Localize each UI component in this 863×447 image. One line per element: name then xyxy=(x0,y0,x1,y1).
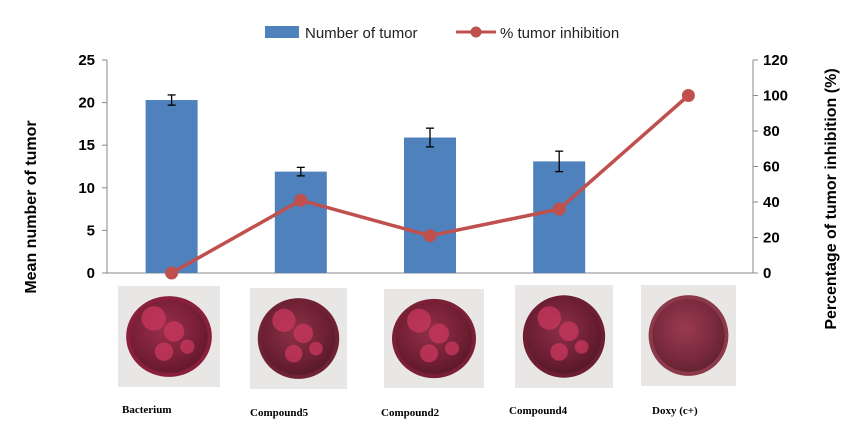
tumor-cluster xyxy=(550,343,568,361)
error-bars xyxy=(167,94,564,177)
y-axis-title: Mean number of tumor xyxy=(23,120,40,293)
left-tick-label: 20 xyxy=(78,95,95,112)
legend-label-tumor-inhibition: % tumor inhibition xyxy=(500,25,619,42)
tumor-cluster xyxy=(163,321,185,342)
left-tick-label: 15 xyxy=(78,137,95,154)
tumor-cluster xyxy=(445,341,459,356)
bar-compound-5 xyxy=(274,171,327,273)
doxy-photo xyxy=(641,285,736,386)
tumor-cluster xyxy=(284,344,303,363)
inhibition-point-doxy-c- xyxy=(681,89,695,102)
error-bar xyxy=(296,166,305,177)
tumor-cluster xyxy=(180,339,195,354)
left-tick-label: 25 xyxy=(78,52,95,69)
category-label: Doxy (c+) xyxy=(652,405,698,417)
tumor-cluster xyxy=(293,323,314,344)
tumor-cluster xyxy=(154,342,174,361)
tumor-cluster xyxy=(407,308,431,333)
right-tick-label: 60 xyxy=(763,159,780,176)
line-series xyxy=(165,89,695,280)
bacterium-photo xyxy=(118,286,220,387)
error-bar xyxy=(167,94,176,106)
inhibition-point-compound-2 xyxy=(423,229,437,243)
bar-compound-4 xyxy=(533,161,586,273)
tumor-cluster xyxy=(309,341,323,356)
category-labels: Bacterium Compound5 Compound2 Compound4 Doxy… xyxy=(122,404,698,419)
bar-compound-2 xyxy=(404,137,456,273)
tumor-cluster xyxy=(537,306,562,330)
legend-swatch-number-of-tumor xyxy=(265,26,299,38)
compound-5-photo xyxy=(250,288,347,389)
legend: Number of tumor % tumor inhibition xyxy=(265,25,619,42)
right-tick-label: 80 xyxy=(763,123,780,140)
left-tick-label: 5 xyxy=(87,222,95,239)
left-tick-label: 10 xyxy=(78,180,95,197)
inhibition-point-compound-5 xyxy=(294,193,308,207)
right-axis-ticks: 0 20 40 60 80 100 120 xyxy=(753,52,788,282)
error-bar xyxy=(426,127,434,148)
left-tick-label: 0 xyxy=(87,265,95,282)
tumor-cluster xyxy=(420,344,438,363)
right-tick-label: 20 xyxy=(763,230,780,247)
tumor-cluster xyxy=(429,323,449,344)
right-tick-label: 100 xyxy=(763,88,788,105)
inhibition-point-compound-4 xyxy=(552,202,566,216)
compound-4-photo xyxy=(515,285,613,388)
category-label: Compound5 xyxy=(250,407,309,419)
tumor-cluster xyxy=(559,321,579,342)
error-bar xyxy=(555,150,564,173)
category-label: Compound4 xyxy=(509,405,568,417)
inhibition-point-bacterium xyxy=(165,266,179,280)
bar-bacterium xyxy=(145,100,198,273)
bar-series xyxy=(145,100,586,273)
right-tick-label: 40 xyxy=(763,194,780,211)
category-label: Bacterium xyxy=(122,404,171,416)
y2-axis-title: Percentage of tumor inhibition (%) xyxy=(823,68,840,329)
disc-texture xyxy=(652,299,725,372)
left-axis-ticks: 0 5 10 15 20 25 xyxy=(78,52,107,282)
right-tick-label: 0 xyxy=(763,265,771,282)
compound-2-photo xyxy=(384,289,484,388)
tumor-cluster xyxy=(272,308,296,332)
category-label: Compound2 xyxy=(381,407,440,419)
right-tick-label: 120 xyxy=(763,52,788,69)
tumor-cluster xyxy=(574,339,589,354)
tumor-cluster xyxy=(141,306,166,331)
legend-marker-tumor-inhibition xyxy=(470,26,482,38)
photo-strip xyxy=(118,285,736,389)
legend-label-number-of-tumor: Number of tumor xyxy=(305,25,418,42)
